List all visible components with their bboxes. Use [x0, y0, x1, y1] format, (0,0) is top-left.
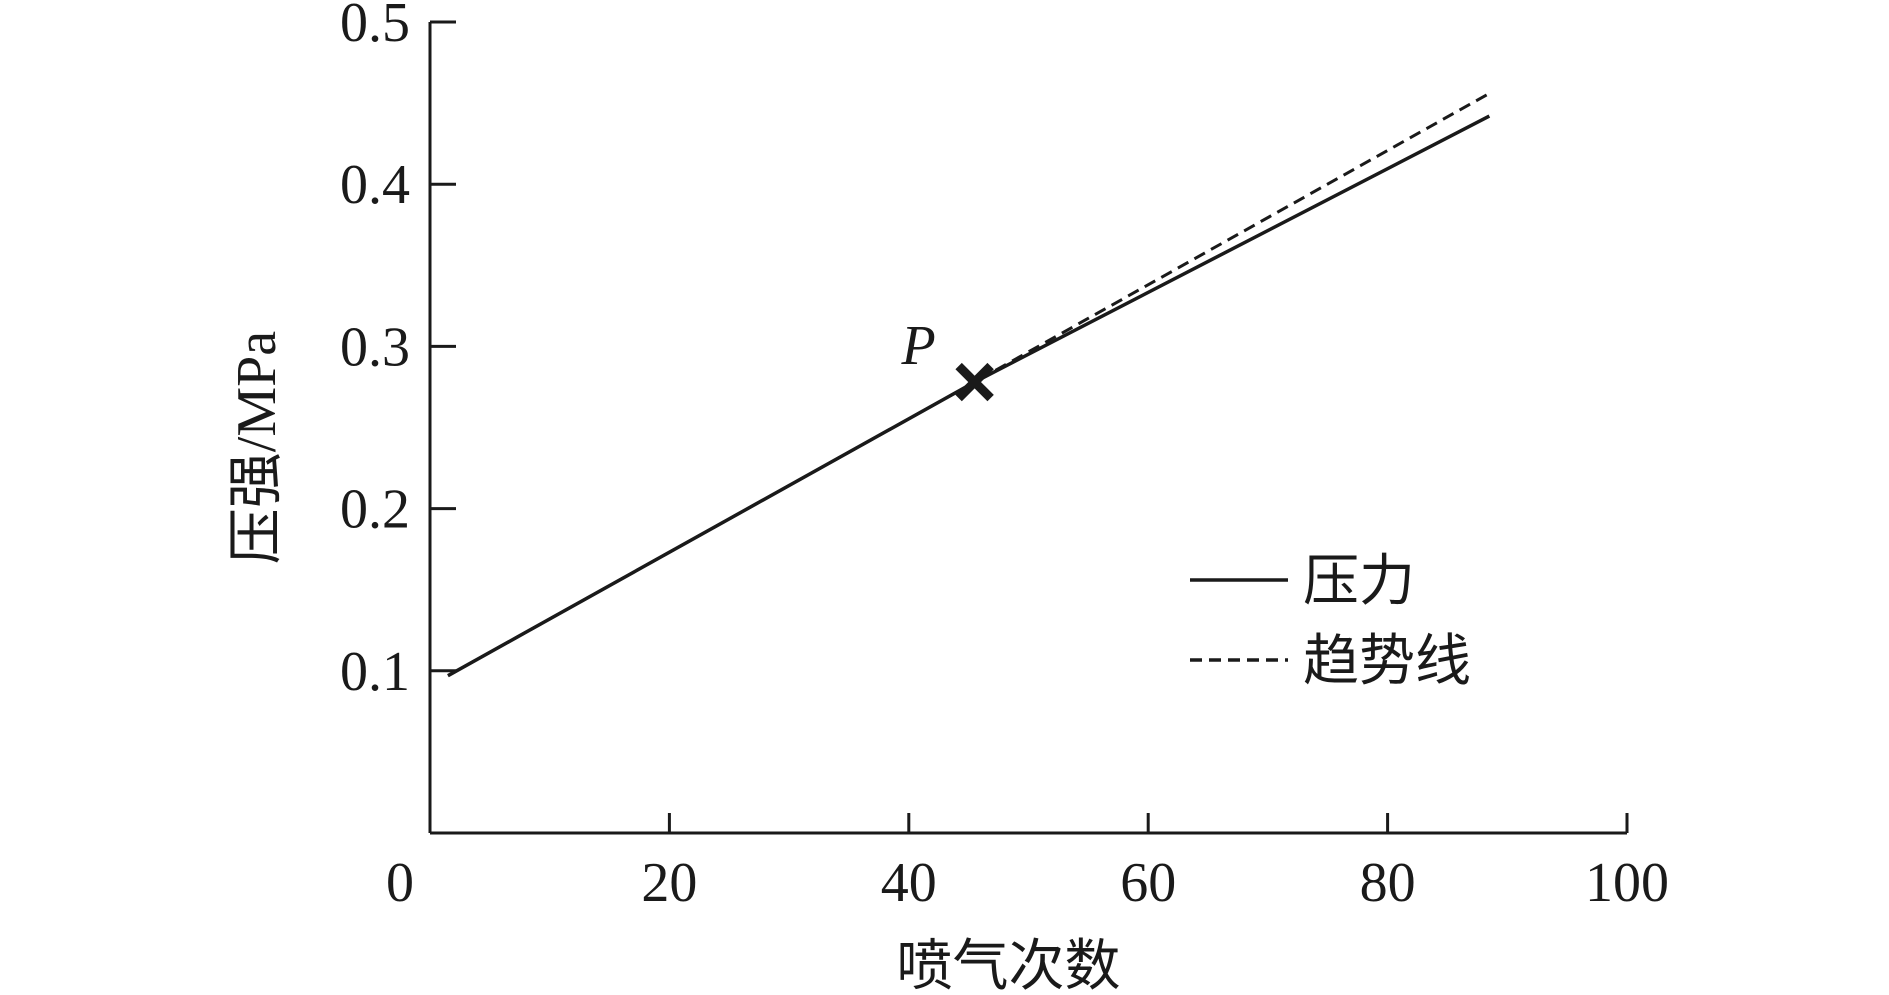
annotation-label: P	[901, 315, 936, 377]
axes: 0 20 40 60 80 100 0.1 0.2 0.3 0.4 0.5	[340, 0, 1669, 914]
x-tick-label: 20	[641, 852, 697, 914]
annotation-point-p: P	[901, 315, 994, 402]
legend-label: 压力	[1303, 551, 1415, 613]
x-axis-title: 喷气次数	[897, 936, 1121, 990]
y-tick-label: 0.4	[340, 154, 410, 216]
x-tick-label: 80	[1360, 852, 1416, 914]
legend-item: 压力	[1190, 551, 1415, 613]
y-tick-label: 0.3	[340, 316, 410, 378]
y-tick-label: 0.1	[340, 641, 410, 703]
x-tick-label: 40	[881, 852, 937, 914]
legend-item: 趋势线	[1190, 631, 1471, 693]
series-line-2	[447, 92, 1491, 677]
y-tick-label: 0.5	[340, 0, 410, 54]
x-tick-label: 100	[1585, 852, 1669, 914]
legend-label: 趋势线	[1303, 631, 1471, 693]
annotations: P	[901, 315, 994, 402]
y-tick-label: 0.2	[340, 479, 410, 541]
x-tick-label: 60	[1120, 852, 1176, 914]
y-axis-title: 压强/MPa	[226, 331, 288, 564]
x-marker-stroke	[955, 362, 994, 402]
axis-labels: 喷气次数 压强/MPa	[226, 331, 1121, 995]
x-tick-label: 0	[386, 852, 414, 914]
